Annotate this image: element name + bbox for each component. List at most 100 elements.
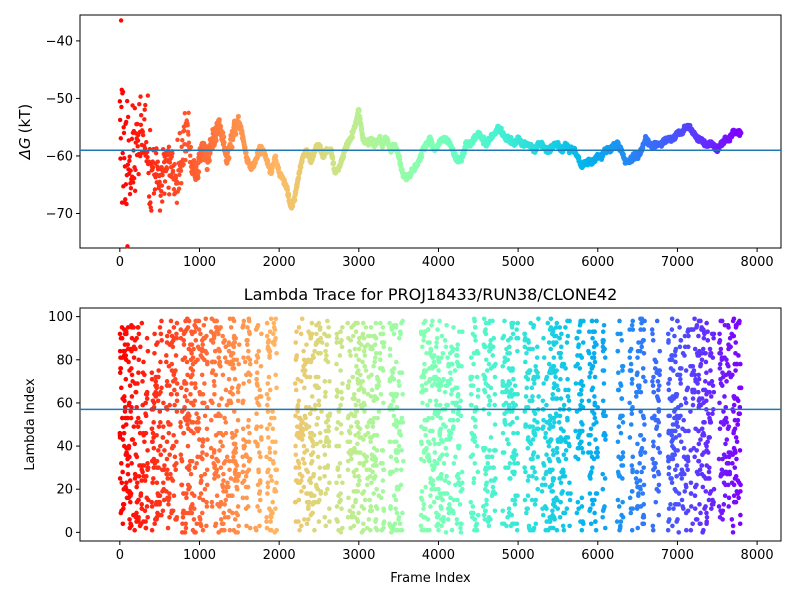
lambda-point xyxy=(292,381,298,386)
lambda-point xyxy=(352,396,357,401)
lambda-point xyxy=(118,510,124,516)
lambda-point xyxy=(355,376,360,382)
lambda-point xyxy=(244,338,249,343)
lambda-point xyxy=(455,411,461,417)
lambda-point xyxy=(666,471,672,477)
lambda-point xyxy=(129,335,135,341)
lambda-point xyxy=(579,445,585,451)
lambda-point xyxy=(474,443,480,449)
lambda-point xyxy=(338,368,343,373)
dg-point xyxy=(162,179,168,184)
lambda-point xyxy=(294,329,299,335)
lambda-point xyxy=(491,363,496,369)
lambda-point xyxy=(125,489,130,494)
lambda-point xyxy=(422,417,427,423)
lambda-point xyxy=(188,510,193,516)
lambda-point xyxy=(588,476,593,481)
lambda-point xyxy=(293,443,298,449)
lambda-point xyxy=(639,469,644,475)
lambda-point xyxy=(345,514,351,520)
lambda-point xyxy=(315,415,321,421)
dg-point xyxy=(174,200,180,205)
dg-point xyxy=(125,244,130,249)
lambda-point xyxy=(376,493,382,498)
dg-point xyxy=(188,153,193,158)
lambda-point xyxy=(442,389,448,395)
lambda-point xyxy=(458,398,464,404)
lambda-point xyxy=(428,504,433,509)
lambda-point xyxy=(630,327,636,332)
lambda-point xyxy=(505,351,510,356)
lambda-point xyxy=(293,519,299,524)
lambda-point xyxy=(669,398,674,404)
lambda-point xyxy=(468,510,474,516)
lambda-point xyxy=(666,381,671,386)
lambda-point xyxy=(134,335,139,341)
lambda-point xyxy=(266,435,271,440)
lambda-point xyxy=(446,510,452,516)
lambda-point xyxy=(437,430,442,436)
lambda-point xyxy=(119,325,125,330)
lambda-point xyxy=(535,370,540,376)
lambda-point xyxy=(590,335,595,341)
lambda-point xyxy=(178,452,184,458)
dg-y-ticks: −40−50−60−70 xyxy=(46,34,80,222)
lambda-point xyxy=(420,400,425,406)
lambda-point xyxy=(387,346,393,352)
lambda-point xyxy=(592,359,598,365)
lambda-point xyxy=(436,387,442,393)
lambda-point xyxy=(299,379,304,384)
lambda-point xyxy=(616,471,621,477)
lambda-point xyxy=(592,340,598,345)
lambda-point xyxy=(216,530,221,535)
lambda-point xyxy=(432,411,438,417)
lambda-point xyxy=(335,465,341,470)
lambda-point xyxy=(699,396,705,401)
lambda-point xyxy=(212,383,217,388)
lambda-point xyxy=(267,353,272,358)
lambda-point xyxy=(133,452,139,458)
lambda-point xyxy=(641,521,647,527)
lambda-point xyxy=(628,510,634,516)
lambda-point xyxy=(200,392,206,397)
lambda-point xyxy=(436,512,441,518)
lambda-point xyxy=(589,465,595,470)
lambda-point xyxy=(427,351,432,356)
lambda-point xyxy=(372,463,377,468)
lambda-point xyxy=(593,519,598,524)
lambda-point xyxy=(475,351,481,356)
lambda-point xyxy=(264,426,270,432)
dg-point xyxy=(127,158,132,164)
lambda-point xyxy=(587,361,593,367)
lambda-point xyxy=(122,394,127,399)
lambda-point xyxy=(531,381,537,386)
lambda-point xyxy=(314,340,319,345)
lambda-point xyxy=(533,363,538,369)
lambda-point xyxy=(422,361,427,367)
lambda-point xyxy=(563,325,568,330)
lambda-point xyxy=(229,342,235,347)
lambda-point xyxy=(225,480,230,486)
lambda-point xyxy=(200,527,206,533)
lambda-point xyxy=(371,476,377,481)
lambda-point xyxy=(340,325,345,330)
lambda-point xyxy=(552,420,557,425)
lambda-point xyxy=(532,469,538,475)
lambda-point xyxy=(656,387,661,393)
lambda-point xyxy=(337,353,343,358)
lambda-point xyxy=(213,432,219,438)
lambda-point xyxy=(436,486,441,492)
lambda-point xyxy=(339,344,345,350)
dg-point xyxy=(150,165,156,170)
lambda-point xyxy=(193,359,198,365)
lambda-point xyxy=(378,392,384,397)
lambda-point xyxy=(396,383,402,388)
lambda-point xyxy=(317,430,323,436)
dg-point xyxy=(124,98,130,104)
lambda-point xyxy=(165,525,171,531)
dg-point xyxy=(243,149,249,155)
lambda-point xyxy=(515,348,520,354)
lambda-point xyxy=(593,527,599,533)
lambda-point xyxy=(649,327,655,332)
lambda-point xyxy=(151,435,156,440)
